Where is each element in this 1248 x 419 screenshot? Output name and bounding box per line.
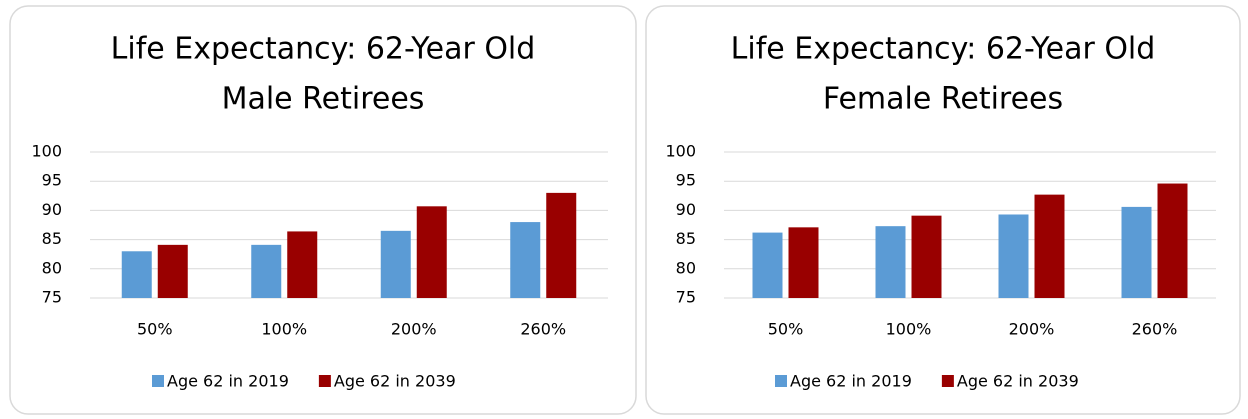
y-tick-label: 85 [42, 229, 62, 248]
bar [287, 231, 318, 298]
y-tick-label: 80 [42, 258, 62, 277]
x-tick-label: 50% [137, 320, 173, 339]
legend-swatch [775, 375, 787, 387]
legend-label: Age 62 in 2019 [790, 372, 912, 391]
bar [998, 214, 1029, 298]
y-tick-label: 90 [676, 200, 696, 219]
bar [510, 222, 541, 298]
bar [380, 230, 411, 298]
x-tick-label: 100% [886, 320, 932, 339]
x-tick-label: 260% [1132, 320, 1178, 339]
legend-swatch [152, 375, 164, 387]
y-tick-label: 80 [676, 258, 696, 277]
bar [1034, 194, 1065, 298]
chart-title: Male Retirees [222, 82, 425, 117]
legend-label: Age 62 in 2019 [167, 372, 289, 391]
bar [416, 206, 447, 298]
x-tick-label: 50% [768, 320, 804, 339]
legend-swatch [941, 375, 954, 387]
legend-label: Age 62 in 2039 [957, 372, 1079, 391]
bar [752, 232, 783, 298]
x-tick-label: 260% [520, 320, 566, 339]
legend-label: Age 62 in 2039 [334, 372, 456, 391]
y-tick-label: 90 [42, 200, 62, 219]
y-tick-label: 95 [676, 171, 696, 190]
bar [875, 226, 906, 298]
chart-title: Female Retirees [823, 82, 1063, 117]
bar [546, 192, 577, 298]
bar [121, 251, 152, 298]
bar [157, 244, 188, 298]
y-tick-label: 85 [676, 229, 696, 248]
y-tick-label: 75 [42, 288, 62, 307]
x-tick-label: 200% [1009, 320, 1055, 339]
y-tick-label: 75 [676, 288, 696, 307]
bar [251, 244, 282, 298]
x-tick-label: 100% [261, 320, 307, 339]
bar [1121, 206, 1152, 298]
chart-title: Life Expectancy: 62-Year Old [731, 32, 1156, 67]
y-tick-label: 100 [665, 142, 696, 161]
y-tick-label: 95 [42, 171, 62, 190]
legend-swatch [318, 375, 331, 387]
y-tick-label: 100 [31, 142, 62, 161]
bar [1157, 183, 1188, 298]
x-tick-label: 200% [391, 320, 437, 339]
bar [911, 215, 942, 298]
chart-title: Life Expectancy: 62-Year Old [111, 32, 536, 67]
bar [788, 227, 819, 298]
